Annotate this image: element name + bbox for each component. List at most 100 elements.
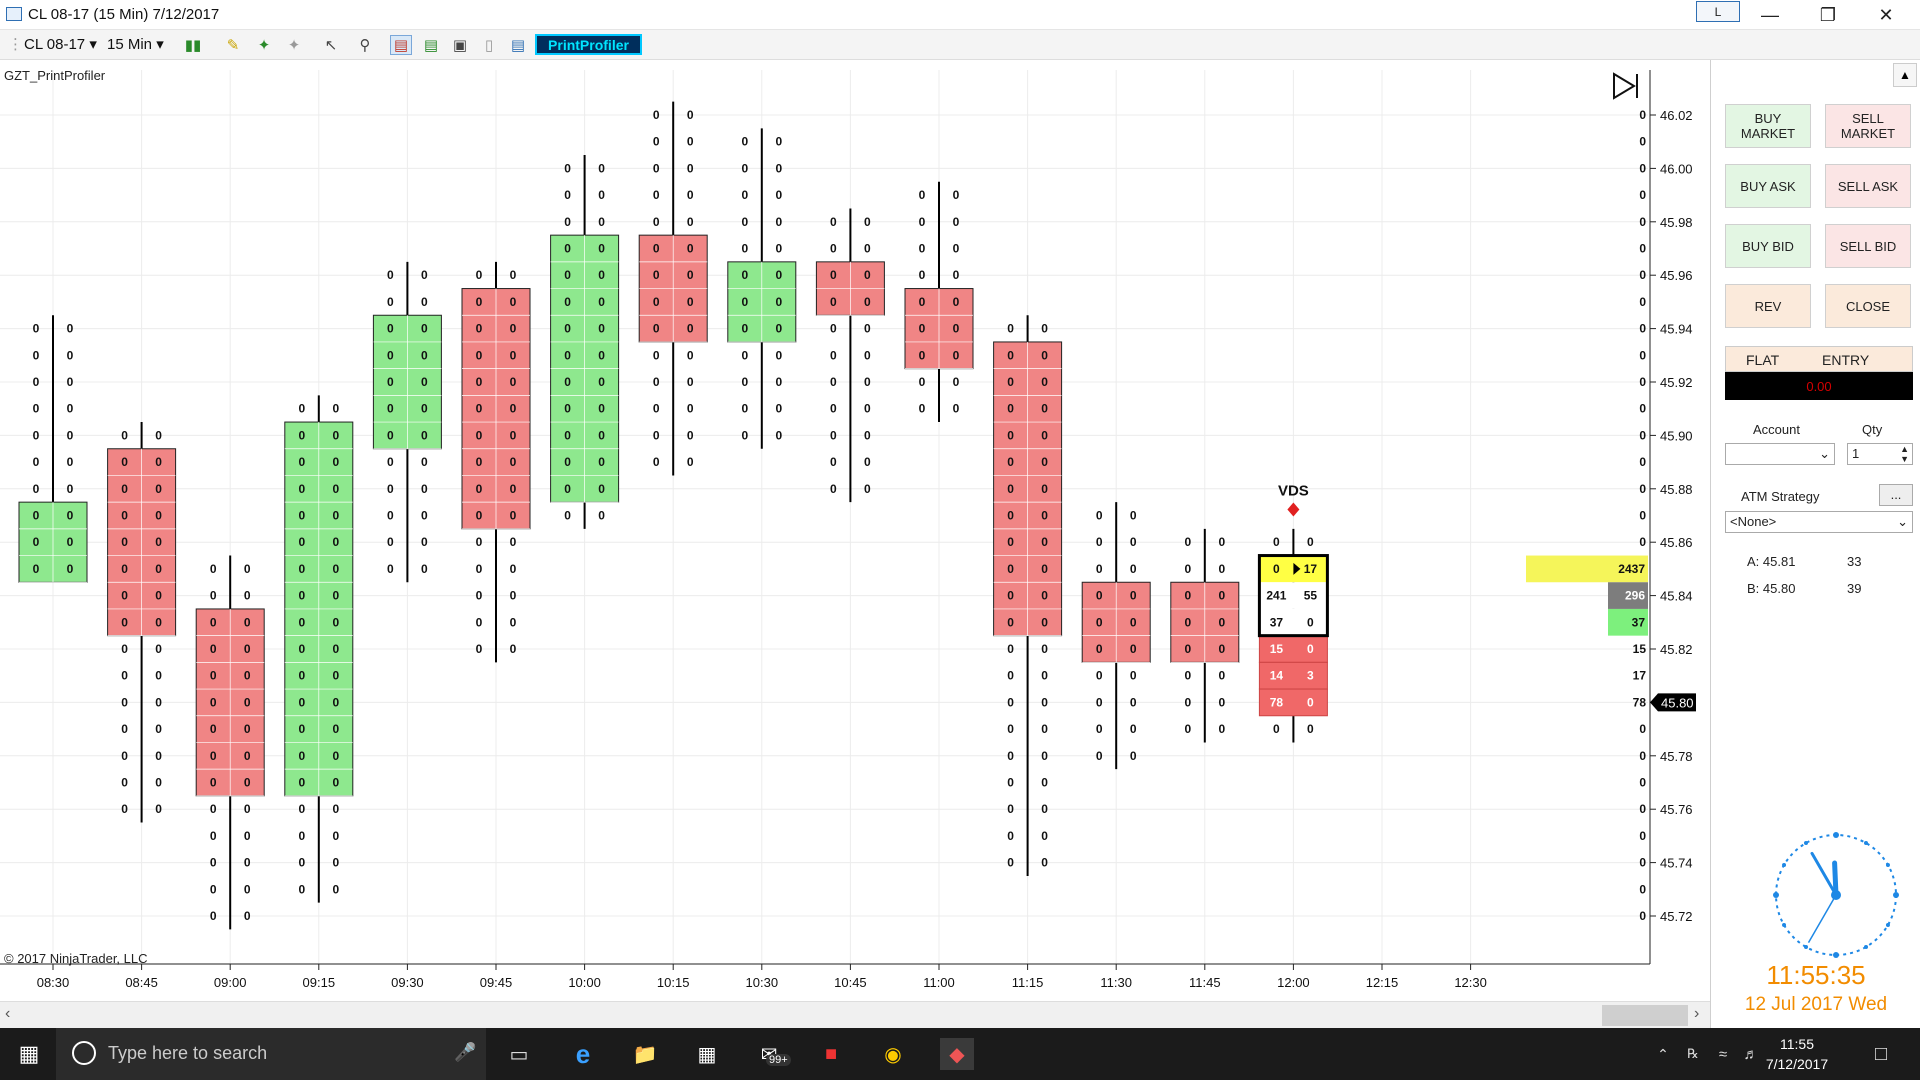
sell-ask-button[interactable]: SELL ASK (1825, 164, 1911, 208)
clock-hour-mark (1885, 923, 1890, 927)
bid-volume: 0 (476, 642, 483, 656)
file-explorer-icon[interactable]: 📁 (632, 1043, 658, 1066)
atm-strategy-select[interactable]: <None> ⌄ (1725, 511, 1913, 533)
cortana-icon (72, 1041, 96, 1065)
bid-volume: 0 (1096, 695, 1103, 709)
pin-off-icon[interactable]: ✦ (287, 37, 301, 54)
scroll-left-icon[interactable]: ‹ (5, 1005, 11, 1022)
horizontal-scrollbar[interactable]: ‹ › (0, 1001, 1710, 1028)
pin-icon[interactable]: ✦ (257, 37, 271, 54)
bid-volume: 0 (298, 749, 305, 763)
close-icon[interactable]: ✕ (1878, 4, 1894, 25)
mail-icon[interactable]: ✉99+ (752, 1038, 791, 1070)
edge-icon[interactable]: e (575, 1038, 591, 1069)
chart-style-icon[interactable]: ▮▮ (184, 37, 202, 54)
buy-bid-button[interactable]: BUY BID (1725, 224, 1811, 268)
bid-volume: 0 (830, 322, 837, 336)
ask-volume: 0 (332, 642, 339, 656)
instrument-selector[interactable]: CL 08-17 ▾ (24, 36, 97, 53)
ask-volume: 0 (67, 402, 74, 416)
ime-icon[interactable]: ℞ (1687, 1046, 1699, 1061)
time-tick-label: 09:00 (214, 975, 247, 990)
account-select[interactable]: ⌄ (1725, 443, 1835, 465)
app-red-icon[interactable]: ■ (824, 1042, 838, 1065)
ask-volume: 0 (332, 455, 339, 469)
bid-volume: 0 (564, 455, 571, 469)
stepper-arrows-icon[interactable]: ▲ ▼ (1900, 444, 1909, 464)
volume-icon[interactable]: ♬ (1743, 1045, 1759, 1063)
ask-volume: 0 (1041, 428, 1048, 442)
ask-volume: 0 (1307, 722, 1314, 736)
bid-volume: 0 (741, 215, 748, 229)
copy-icon[interactable]: ▯ (484, 37, 494, 54)
price-tick-label: 45.72 (1660, 909, 1693, 924)
ask-volume: 0 (510, 402, 517, 416)
print-profiler-button[interactable]: PrintProfiler (535, 34, 642, 55)
ask-volume: 0 (598, 322, 605, 336)
tray-clock[interactable]: 11:55 7/12/2017 (1752, 1034, 1842, 1074)
bid-volume: 0 (298, 669, 305, 683)
scroll-right-icon[interactable]: › (1694, 1005, 1700, 1022)
bid-volume: 0 (653, 322, 660, 336)
ask-volume: 0 (67, 322, 74, 336)
rev-button[interactable]: REV (1725, 284, 1811, 328)
bid-volume: 0 (1007, 722, 1014, 736)
indicators-icon[interactable]: ▤ (390, 35, 412, 55)
ask-volume: 0 (510, 428, 517, 442)
collapse-up-icon[interactable]: ▲ (1893, 63, 1917, 87)
buy-ask-button[interactable]: BUY ASK (1725, 164, 1811, 208)
chart-image-icon[interactable]: ▣ (452, 37, 468, 54)
bid-volume: 0 (1184, 535, 1191, 549)
ask-volume: 0 (510, 509, 517, 523)
go-to-latest-icon[interactable] (1613, 72, 1636, 100)
wifi-icon[interactable]: ≈ (1718, 1045, 1728, 1063)
close-button[interactable]: CLOSE (1825, 284, 1911, 328)
bid-volume: 0 (33, 322, 40, 336)
ask-volume: 0 (775, 268, 782, 282)
bid-volume: 0 (653, 402, 660, 416)
cursor-icon[interactable]: ↖ (324, 37, 338, 54)
scroll-thumb[interactable] (1602, 1005, 1688, 1026)
ask-volume: 0 (155, 455, 162, 469)
ask-volume: 0 (155, 509, 162, 523)
taskbar-search[interactable]: Type here to search 🎤 (56, 1028, 486, 1080)
sell-market-button[interactable]: SELL MARKET (1825, 104, 1911, 148)
store-icon[interactable]: ▦ (697, 1043, 717, 1066)
clock-date: 12 Jul 2017 Wed (1744, 994, 1888, 1015)
ninjatrader-icon[interactable]: ◆ (940, 1038, 974, 1070)
ask-volume: 17 (1304, 562, 1318, 576)
notifications-icon[interactable]: □ (1874, 1042, 1888, 1065)
interval-selector[interactable]: 15 Min ▾ (107, 36, 164, 53)
bid-volume: 0 (830, 455, 837, 469)
ask-volume: 0 (244, 695, 251, 709)
sell-bid-button[interactable]: SELL BID (1825, 224, 1911, 268)
qty-stepper[interactable]: 1 ▲ ▼ (1847, 443, 1913, 465)
windows-start-icon[interactable]: ▦ (18, 1041, 40, 1066)
buy-market-button[interactable]: BUY MARKET (1725, 104, 1811, 148)
atm-more-button[interactable]: ... (1879, 484, 1913, 506)
drawing-tool-icon[interactable]: ✎ (226, 37, 240, 54)
bid-volume: 0 (387, 402, 394, 416)
bid-volume: 0 (1007, 615, 1014, 629)
microphone-icon[interactable]: 🎤 (454, 1042, 477, 1062)
ask-volume: 0 (510, 268, 517, 282)
task-view-icon[interactable]: ▭ (509, 1043, 529, 1066)
copyright-text: © 2017 NinjaTrader, LLC (4, 951, 148, 966)
zoom-icon[interactable]: ⚲ (359, 37, 371, 54)
link-button[interactable]: L (1696, 1, 1740, 22)
strategies-icon[interactable]: ▤ (423, 37, 439, 54)
current-footprint-bar: 0 0 0 17 241 55 37 0 15 0 14 3 78 0 0 0 (1257, 528, 1329, 743)
price-tick-label: 45.92 (1660, 375, 1693, 390)
chrome-icon[interactable]: ◉ (884, 1043, 902, 1066)
footprint-chart[interactable]: 0 00 00 00 00 00 00 00 00 00 00 00 00 00 00 00 00 00 00 00 0… (0, 60, 1710, 1000)
restore-icon[interactable]: ❐ (1819, 4, 1837, 25)
time-tick-label: 11:00 (923, 975, 955, 990)
properties-icon[interactable]: ▤ (510, 37, 526, 54)
time-tick-label: 10:45 (834, 975, 867, 990)
indicator-label: GZT_PrintProfiler (4, 68, 106, 83)
bid-volume: 0 (298, 776, 305, 790)
tray-expand-icon[interactable]: ⌃ (1657, 1045, 1669, 1062)
axis-volume-value: 296 (1625, 589, 1645, 603)
clock-hour-mark (1782, 863, 1787, 867)
minimize-icon[interactable]: — (1761, 4, 1779, 25)
